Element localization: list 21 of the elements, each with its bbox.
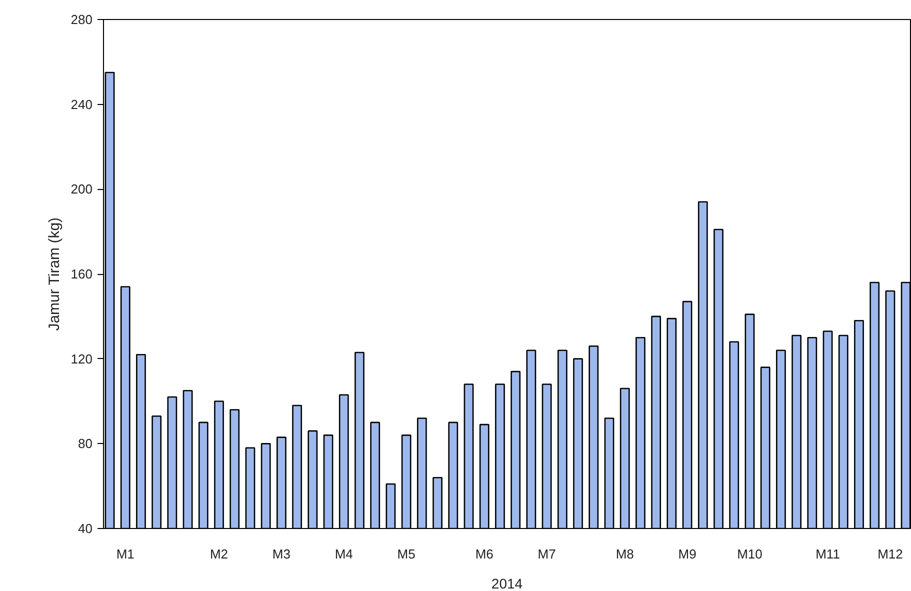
y-tick-label: 80 — [78, 436, 93, 452]
x-tick-label: M10 — [737, 546, 762, 562]
y-tick-label: 160 — [70, 266, 93, 282]
x-tick-label: M3 — [272, 546, 290, 562]
x-tick-label: M6 — [475, 546, 494, 562]
x-tick-label: M1 — [116, 546, 134, 562]
x-tick-label: M12 — [878, 546, 903, 562]
x-tick-label: M8 — [616, 546, 634, 562]
y-tick-label: 40 — [78, 521, 93, 536]
x-tick-label: M5 — [397, 546, 416, 562]
y-tick-label: 120 — [70, 351, 93, 366]
y-axis-title: Jamur Tiram (kg) — [46, 217, 63, 331]
x-axis-title: 2014 — [491, 576, 523, 591]
y-tick-label: 200 — [70, 182, 93, 197]
x-tick-label: M7 — [538, 546, 556, 562]
y-tick-label: 280 — [70, 12, 93, 27]
x-tick-label: M4 — [334, 546, 353, 562]
x-tick-label: M2 — [210, 546, 228, 562]
y-tick-label: 240 — [70, 96, 93, 112]
x-tick-label: M11 — [816, 546, 840, 562]
x-tick-label: M9 — [678, 546, 696, 562]
